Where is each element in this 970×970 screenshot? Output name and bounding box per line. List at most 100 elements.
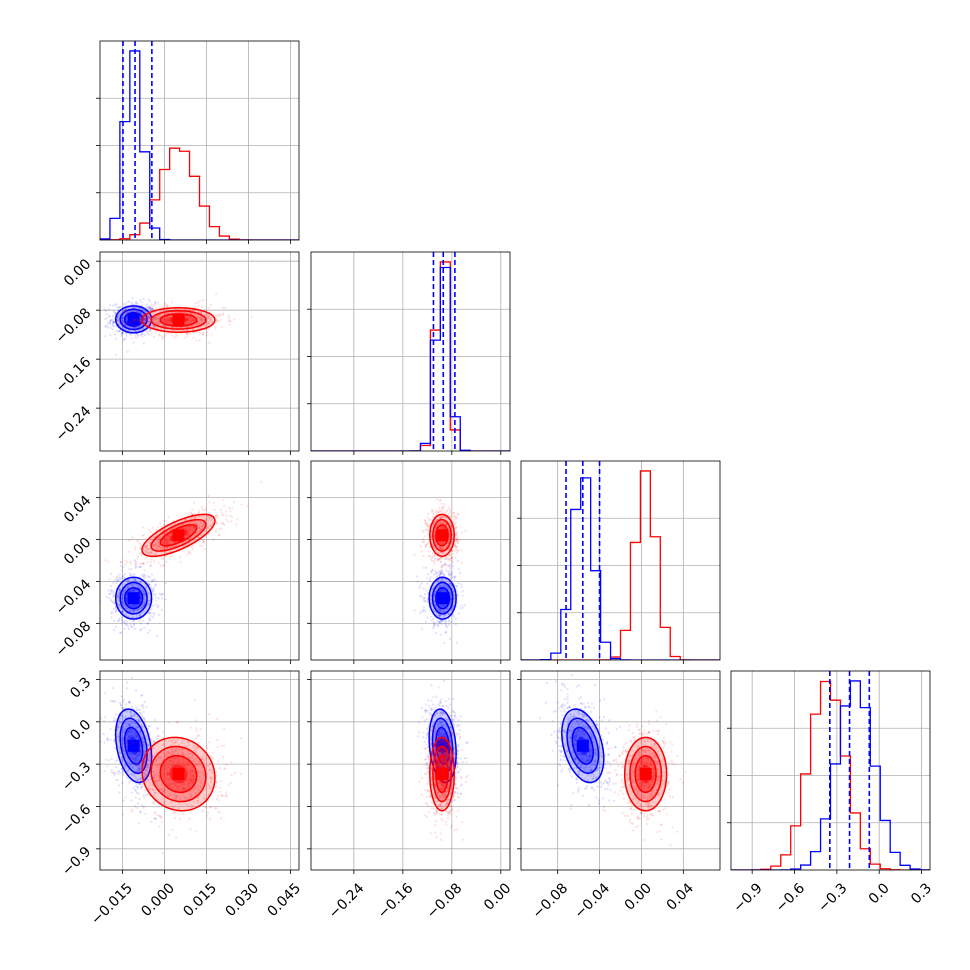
- scatter-point: [444, 614, 447, 617]
- scatter-point: [198, 332, 201, 335]
- scatter-point: [151, 553, 154, 556]
- scatter-point: [440, 502, 443, 505]
- scatter-point: [118, 592, 121, 595]
- scatter-point: [106, 324, 109, 327]
- scatter-point: [161, 592, 164, 596]
- scatter-point: [162, 324, 165, 327]
- scatter-point: [444, 621, 447, 624]
- scatter-point: [163, 532, 166, 535]
- density-peak: [172, 313, 185, 326]
- scatter-point: [433, 553, 436, 557]
- scatter-point: [165, 536, 168, 539]
- scatter-point: [138, 783, 141, 786]
- scatter-point: [168, 535, 171, 538]
- scatter-point: [146, 331, 149, 334]
- scatter-point: [107, 321, 110, 324]
- scatter-point: [192, 526, 195, 529]
- scatter-point: [153, 578, 156, 581]
- scatter-point: [133, 732, 136, 735]
- scatter-point: [452, 575, 455, 578]
- scatter-point: [127, 730, 131, 733]
- scatter-point: [129, 729, 132, 732]
- scatter-point: [126, 681, 129, 684]
- scatter-point: [128, 589, 131, 593]
- scatter-point: [149, 306, 152, 309]
- scatter-point: [117, 307, 120, 310]
- scatter-point: [131, 605, 134, 608]
- scatter-point: [214, 530, 217, 533]
- scatter-point: [125, 332, 128, 335]
- scatter-point: [198, 530, 201, 533]
- scatter-point: [135, 324, 138, 327]
- scatter-point: [442, 580, 445, 583]
- scatter-point: [133, 589, 136, 593]
- scatter-point: [151, 573, 154, 576]
- scatter-point: [418, 611, 422, 615]
- scatter-point: [137, 555, 140, 558]
- scatter-point: [438, 521, 441, 524]
- scatter-point: [437, 607, 440, 611]
- scatter-point: [123, 620, 126, 623]
- scatter-point: [110, 771, 114, 774]
- scatter-point: [110, 757, 113, 761]
- scatter-point: [121, 597, 124, 600]
- scatter-point: [131, 536, 134, 539]
- scatter-point: [148, 528, 151, 532]
- scatter-point: [441, 546, 444, 549]
- scatter-point: [140, 309, 143, 312]
- scatter-point: [446, 625, 449, 628]
- scatter-point: [440, 525, 443, 528]
- contour-line: [141, 513, 216, 558]
- scatter-point: [443, 558, 446, 561]
- scatter-point: [444, 562, 447, 565]
- scatter-point: [132, 714, 135, 717]
- scatter-point: [129, 751, 132, 754]
- scatter-point: [118, 588, 121, 591]
- scatter-point: [140, 785, 143, 789]
- scatter-point: [449, 509, 452, 512]
- scatter-point: [162, 790, 166, 793]
- scatter-point: [116, 728, 119, 731]
- scatter-point: [189, 332, 192, 335]
- panel-1-1: [307, 251, 511, 455]
- scatter-point: [441, 584, 444, 587]
- scatter-point: [112, 304, 115, 307]
- scatter-point: [209, 519, 212, 522]
- scatter-point: [148, 309, 151, 312]
- scatter-point: [163, 802, 166, 805]
- scatter-point: [439, 542, 442, 545]
- scatter-point: [137, 768, 140, 771]
- scatter-point: [141, 526, 144, 529]
- scatter-point: [145, 545, 148, 549]
- scatter-point: [136, 614, 139, 617]
- scatter-point: [122, 773, 125, 776]
- scatter-point: [431, 508, 434, 511]
- scatter-point: [449, 554, 452, 557]
- scatter-point: [441, 515, 444, 518]
- scatter-point: [134, 301, 137, 304]
- scatter-point: [176, 311, 179, 314]
- scatter-point: [433, 531, 436, 534]
- scatter-point: [448, 572, 451, 575]
- scatter-point: [440, 588, 443, 591]
- scatter-point: [166, 312, 169, 315]
- scatter-point: [124, 604, 127, 607]
- scatter-point: [426, 600, 429, 603]
- scatter-point: [156, 547, 159, 550]
- scatter-point: [208, 341, 211, 344]
- scatter-point: [132, 786, 135, 790]
- contour-line: [119, 581, 148, 615]
- scatter-point: [120, 756, 123, 759]
- scatter-point: [152, 588, 155, 591]
- scatter-point: [131, 626, 134, 629]
- scatter-point: [220, 817, 223, 820]
- scatter-point: [138, 740, 141, 743]
- density-peak: [436, 529, 449, 542]
- scatter-point: [450, 557, 453, 560]
- scatter-point: [193, 319, 196, 322]
- scatter-point: [207, 321, 210, 324]
- scatter-point: [439, 548, 442, 551]
- scatter-point: [171, 523, 174, 527]
- scatter-point: [145, 550, 148, 553]
- scatter-point: [143, 771, 146, 774]
